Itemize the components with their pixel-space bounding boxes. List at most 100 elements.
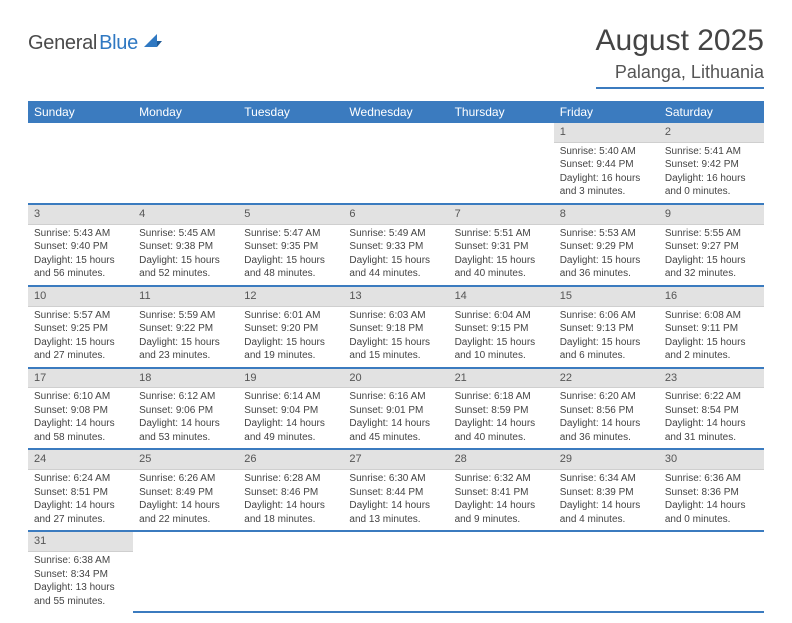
day-number: 29: [554, 450, 659, 470]
calendar-day-cell: 25Sunrise: 6:26 AMSunset: 8:49 PMDayligh…: [133, 449, 238, 531]
sail-icon: [142, 32, 164, 55]
calendar-day-cell: 4Sunrise: 5:45 AMSunset: 9:38 PMDaylight…: [133, 204, 238, 286]
daylight-line: Daylight: 16 hours and 0 minutes.: [665, 172, 758, 199]
day-details: Sunrise: 6:12 AMSunset: 9:06 PMDaylight:…: [133, 388, 238, 448]
sunrise-line: Sunrise: 6:06 AM: [560, 309, 653, 323]
day-details: Sunrise: 5:43 AMSunset: 9:40 PMDaylight:…: [28, 225, 133, 285]
sunrise-line: Sunrise: 6:20 AM: [560, 390, 653, 404]
calendar-empty-cell: [238, 531, 343, 612]
sunrise-line: Sunrise: 6:12 AM: [139, 390, 232, 404]
sunset-line: Sunset: 9:18 PM: [349, 322, 442, 336]
day-number: 22: [554, 369, 659, 389]
month-title: August 2025: [596, 24, 764, 58]
day-details: Sunrise: 6:14 AMSunset: 9:04 PMDaylight:…: [238, 388, 343, 448]
day-number: 15: [554, 287, 659, 307]
sunrise-line: Sunrise: 6:01 AM: [244, 309, 337, 323]
day-details: Sunrise: 6:22 AMSunset: 8:54 PMDaylight:…: [659, 388, 764, 448]
calendar-day-cell: 30Sunrise: 6:36 AMSunset: 8:36 PMDayligh…: [659, 449, 764, 531]
calendar-day-cell: 1Sunrise: 5:40 AMSunset: 9:44 PMDaylight…: [554, 123, 659, 204]
day-details: Sunrise: 6:10 AMSunset: 9:08 PMDaylight:…: [28, 388, 133, 448]
sunset-line: Sunset: 9:29 PM: [560, 240, 653, 254]
day-details: Sunrise: 6:36 AMSunset: 8:36 PMDaylight:…: [659, 470, 764, 530]
daylight-line: Daylight: 15 hours and 27 minutes.: [34, 336, 127, 363]
day-number: 24: [28, 450, 133, 470]
calendar-empty-cell: [449, 531, 554, 612]
day-details: Sunrise: 6:20 AMSunset: 8:56 PMDaylight:…: [554, 388, 659, 448]
calendar-week-row: 10Sunrise: 5:57 AMSunset: 9:25 PMDayligh…: [28, 286, 764, 368]
day-details: Sunrise: 6:03 AMSunset: 9:18 PMDaylight:…: [343, 307, 448, 367]
day-number: 25: [133, 450, 238, 470]
sunrise-line: Sunrise: 5:51 AM: [455, 227, 548, 241]
sunset-line: Sunset: 9:33 PM: [349, 240, 442, 254]
weekday-header: Saturday: [659, 101, 764, 123]
daylight-line: Daylight: 14 hours and 58 minutes.: [34, 417, 127, 444]
sunset-line: Sunset: 9:25 PM: [34, 322, 127, 336]
calendar-day-cell: 23Sunrise: 6:22 AMSunset: 8:54 PMDayligh…: [659, 368, 764, 450]
day-details: Sunrise: 5:53 AMSunset: 9:29 PMDaylight:…: [554, 225, 659, 285]
daylight-line: Daylight: 15 hours and 32 minutes.: [665, 254, 758, 281]
day-details: Sunrise: 6:30 AMSunset: 8:44 PMDaylight:…: [343, 470, 448, 530]
brand-name-1: General: [28, 32, 97, 55]
sunset-line: Sunset: 8:51 PM: [34, 486, 127, 500]
calendar-day-cell: 2Sunrise: 5:41 AMSunset: 9:42 PMDaylight…: [659, 123, 764, 204]
sunrise-line: Sunrise: 6:04 AM: [455, 309, 548, 323]
calendar-day-cell: 22Sunrise: 6:20 AMSunset: 8:56 PMDayligh…: [554, 368, 659, 450]
daylight-line: Daylight: 15 hours and 48 minutes.: [244, 254, 337, 281]
daylight-line: Daylight: 14 hours and 4 minutes.: [560, 499, 653, 526]
daylight-line: Daylight: 15 hours and 36 minutes.: [560, 254, 653, 281]
calendar-day-cell: 19Sunrise: 6:14 AMSunset: 9:04 PMDayligh…: [238, 368, 343, 450]
day-number: 16: [659, 287, 764, 307]
day-number: 18: [133, 369, 238, 389]
sunrise-line: Sunrise: 5:57 AM: [34, 309, 127, 323]
calendar-day-cell: 31Sunrise: 6:38 AMSunset: 8:34 PMDayligh…: [28, 531, 133, 612]
sunset-line: Sunset: 8:44 PM: [349, 486, 442, 500]
sunrise-line: Sunrise: 6:22 AM: [665, 390, 758, 404]
sunrise-line: Sunrise: 5:43 AM: [34, 227, 127, 241]
daylight-line: Daylight: 14 hours and 53 minutes.: [139, 417, 232, 444]
daylight-line: Daylight: 14 hours and 18 minutes.: [244, 499, 337, 526]
daylight-line: Daylight: 14 hours and 0 minutes.: [665, 499, 758, 526]
calendar-day-cell: 14Sunrise: 6:04 AMSunset: 9:15 PMDayligh…: [449, 286, 554, 368]
sunset-line: Sunset: 9:27 PM: [665, 240, 758, 254]
sunrise-line: Sunrise: 6:38 AM: [34, 554, 127, 568]
sunset-line: Sunset: 8:54 PM: [665, 404, 758, 418]
day-details: Sunrise: 6:38 AMSunset: 8:34 PMDaylight:…: [28, 552, 133, 612]
day-number: 21: [449, 369, 554, 389]
daylight-line: Daylight: 15 hours and 6 minutes.: [560, 336, 653, 363]
calendar-empty-cell: [449, 123, 554, 204]
day-details: Sunrise: 5:40 AMSunset: 9:44 PMDaylight:…: [554, 143, 659, 203]
weekday-header: Sunday: [28, 101, 133, 123]
day-number: 19: [238, 369, 343, 389]
day-number: 13: [343, 287, 448, 307]
calendar-day-cell: 15Sunrise: 6:06 AMSunset: 9:13 PMDayligh…: [554, 286, 659, 368]
calendar-day-cell: 10Sunrise: 5:57 AMSunset: 9:25 PMDayligh…: [28, 286, 133, 368]
day-details: Sunrise: 5:49 AMSunset: 9:33 PMDaylight:…: [343, 225, 448, 285]
daylight-line: Daylight: 16 hours and 3 minutes.: [560, 172, 653, 199]
daylight-line: Daylight: 14 hours and 9 minutes.: [455, 499, 548, 526]
daylight-line: Daylight: 15 hours and 23 minutes.: [139, 336, 232, 363]
calendar-empty-cell: [238, 123, 343, 204]
sunset-line: Sunset: 9:44 PM: [560, 158, 653, 172]
calendar-day-cell: 17Sunrise: 6:10 AMSunset: 9:08 PMDayligh…: [28, 368, 133, 450]
day-number: 27: [343, 450, 448, 470]
daylight-line: Daylight: 15 hours and 56 minutes.: [34, 254, 127, 281]
weekday-header: Thursday: [449, 101, 554, 123]
calendar-day-cell: 9Sunrise: 5:55 AMSunset: 9:27 PMDaylight…: [659, 204, 764, 286]
day-details: Sunrise: 6:32 AMSunset: 8:41 PMDaylight:…: [449, 470, 554, 530]
brand-name-2: Blue: [99, 32, 138, 55]
day-details: Sunrise: 6:01 AMSunset: 9:20 PMDaylight:…: [238, 307, 343, 367]
daylight-line: Daylight: 15 hours and 40 minutes.: [455, 254, 548, 281]
sunset-line: Sunset: 9:15 PM: [455, 322, 548, 336]
day-details: Sunrise: 6:24 AMSunset: 8:51 PMDaylight:…: [28, 470, 133, 530]
day-details: Sunrise: 6:18 AMSunset: 8:59 PMDaylight:…: [449, 388, 554, 448]
calendar-empty-cell: [133, 123, 238, 204]
day-number: 12: [238, 287, 343, 307]
daylight-line: Daylight: 15 hours and 15 minutes.: [349, 336, 442, 363]
day-number: 26: [238, 450, 343, 470]
day-number: 6: [343, 205, 448, 225]
sunrise-line: Sunrise: 5:47 AM: [244, 227, 337, 241]
day-number: 31: [28, 532, 133, 552]
day-number: 9: [659, 205, 764, 225]
daylight-line: Daylight: 14 hours and 45 minutes.: [349, 417, 442, 444]
daylight-line: Daylight: 14 hours and 27 minutes.: [34, 499, 127, 526]
